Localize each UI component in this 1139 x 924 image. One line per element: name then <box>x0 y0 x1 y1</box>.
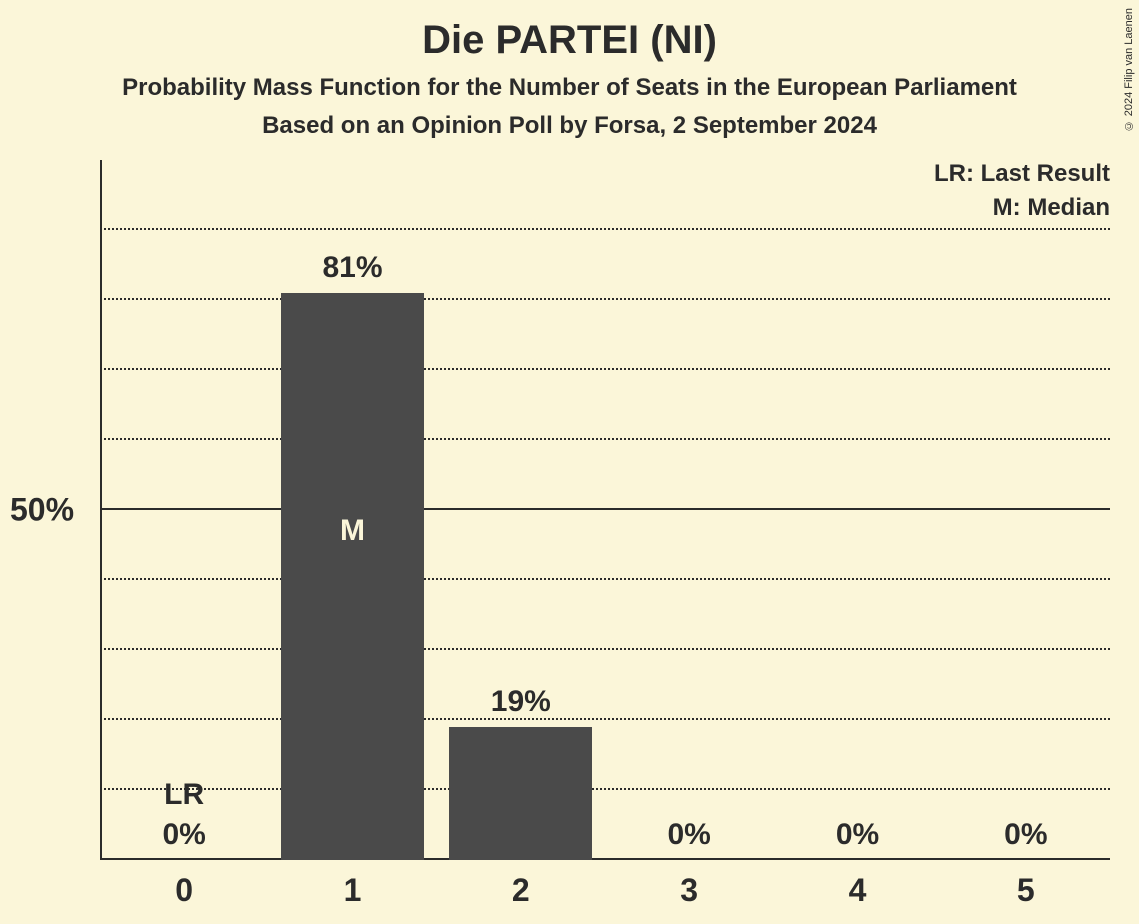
legend-lr: LR: Last Result <box>934 160 1110 188</box>
bar <box>281 293 424 860</box>
bar-value-label: 0% <box>836 818 879 852</box>
x-tick-label: 5 <box>1017 872 1035 909</box>
bar <box>449 727 592 860</box>
grid-line-minor <box>100 718 1110 720</box>
grid-line-minor <box>100 578 1110 580</box>
legend: LR: Last Result M: Median <box>934 160 1110 228</box>
chart-title: Die PARTEI (NI) <box>0 18 1139 63</box>
copyright-text: © 2024 Filip van Laenen <box>1123 8 1135 131</box>
legend-m: M: Median <box>934 194 1110 222</box>
grid-line-minor <box>100 368 1110 370</box>
bar-value-label: 0% <box>1004 818 1047 852</box>
plot-area: LR: Last Result M: Median 50%0%LR081%M11… <box>100 160 1110 860</box>
grid-line-minor <box>100 438 1110 440</box>
bar-annotation-above: LR <box>164 778 204 812</box>
grid-line-minor <box>100 648 1110 650</box>
chart-canvas: Die PARTEI (NI) Probability Mass Functio… <box>0 0 1139 924</box>
x-axis-line <box>100 858 1110 860</box>
x-tick-label: 1 <box>344 872 362 909</box>
grid-line-minor <box>100 228 1110 230</box>
grid-line-minor <box>100 788 1110 790</box>
chart-subtitle-2: Based on an Opinion Poll by Forsa, 2 Sep… <box>0 112 1139 140</box>
grid-line-major <box>100 508 1110 510</box>
grid-line-minor <box>100 298 1110 300</box>
x-tick-label: 0 <box>175 872 193 909</box>
bar-value-label: 0% <box>667 818 710 852</box>
x-tick-label: 3 <box>680 872 698 909</box>
y-axis-line <box>100 160 102 860</box>
x-tick-label: 2 <box>512 872 530 909</box>
y-tick-label: 50% <box>10 492 74 529</box>
bar-annotation-inbar: M <box>340 514 365 548</box>
bar-value-label: 0% <box>162 818 205 852</box>
x-tick-label: 4 <box>849 872 867 909</box>
bar-value-label: 19% <box>491 685 551 719</box>
bar-value-label: 81% <box>322 251 382 285</box>
chart-subtitle-1: Probability Mass Function for the Number… <box>0 74 1139 102</box>
